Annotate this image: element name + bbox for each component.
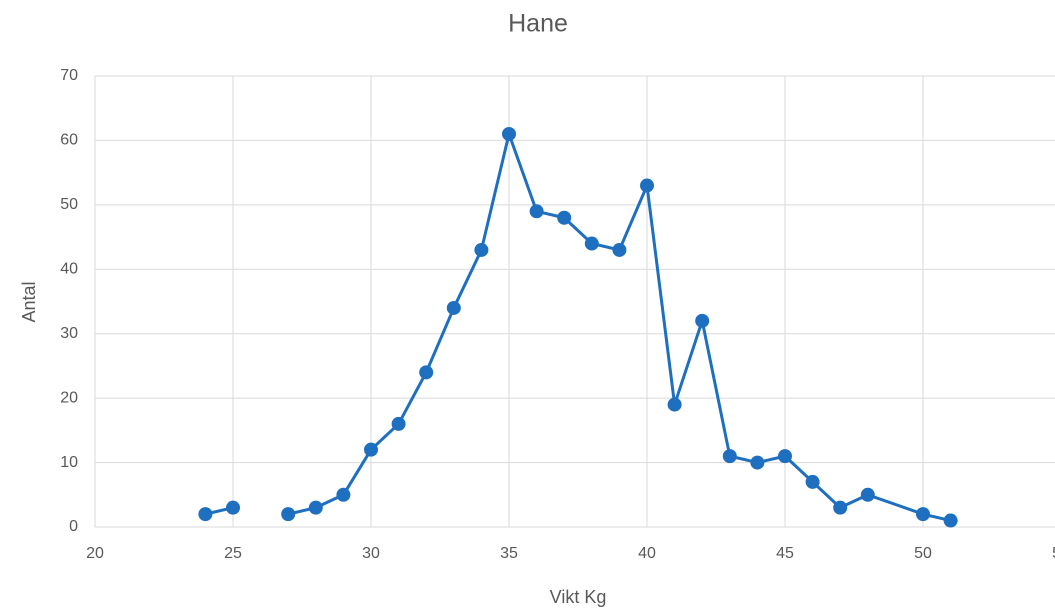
point xyxy=(833,500,848,515)
point xyxy=(860,487,875,502)
y-axis-label: Antal xyxy=(19,281,39,322)
y-tick-label: 60 xyxy=(60,132,78,149)
point xyxy=(805,474,820,489)
point xyxy=(916,507,930,522)
y-tick-label: 70 xyxy=(60,67,78,84)
point xyxy=(308,500,323,515)
point xyxy=(750,455,765,470)
point xyxy=(281,507,296,522)
point xyxy=(778,449,792,464)
point xyxy=(943,513,958,528)
point xyxy=(391,416,406,431)
x-tick-label: 35 xyxy=(500,545,518,562)
x-tick-label: 30 xyxy=(362,545,380,562)
point xyxy=(474,242,489,257)
point xyxy=(667,397,682,412)
chart-title: Hane xyxy=(508,10,568,38)
point xyxy=(364,442,378,457)
x-tick-label: 50 xyxy=(914,545,932,562)
x-tick-label: 40 xyxy=(638,545,656,562)
point xyxy=(502,126,516,141)
point xyxy=(446,300,461,315)
point xyxy=(226,500,240,515)
x-tick-label: 20 xyxy=(86,545,104,562)
point xyxy=(198,507,213,522)
x-tick-label: 25 xyxy=(224,545,242,562)
point xyxy=(584,236,599,251)
point xyxy=(419,365,434,380)
x-tick-label: 55 xyxy=(1052,545,1055,562)
point xyxy=(722,449,737,464)
point xyxy=(640,178,654,193)
point xyxy=(529,204,544,219)
y-tick-label: 30 xyxy=(60,325,78,342)
x-tick-label: 45 xyxy=(776,545,794,562)
y-tick-label: 20 xyxy=(60,389,78,406)
y-tick-label: 10 xyxy=(60,454,78,471)
point xyxy=(557,210,572,225)
x-axis-label: Vikt Kg xyxy=(550,587,607,607)
point xyxy=(336,487,351,502)
point xyxy=(695,313,710,328)
y-tick-label: 50 xyxy=(60,196,78,213)
point xyxy=(612,242,627,257)
y-tick-label: 0 xyxy=(69,518,78,535)
y-tick-label: 40 xyxy=(60,261,78,278)
